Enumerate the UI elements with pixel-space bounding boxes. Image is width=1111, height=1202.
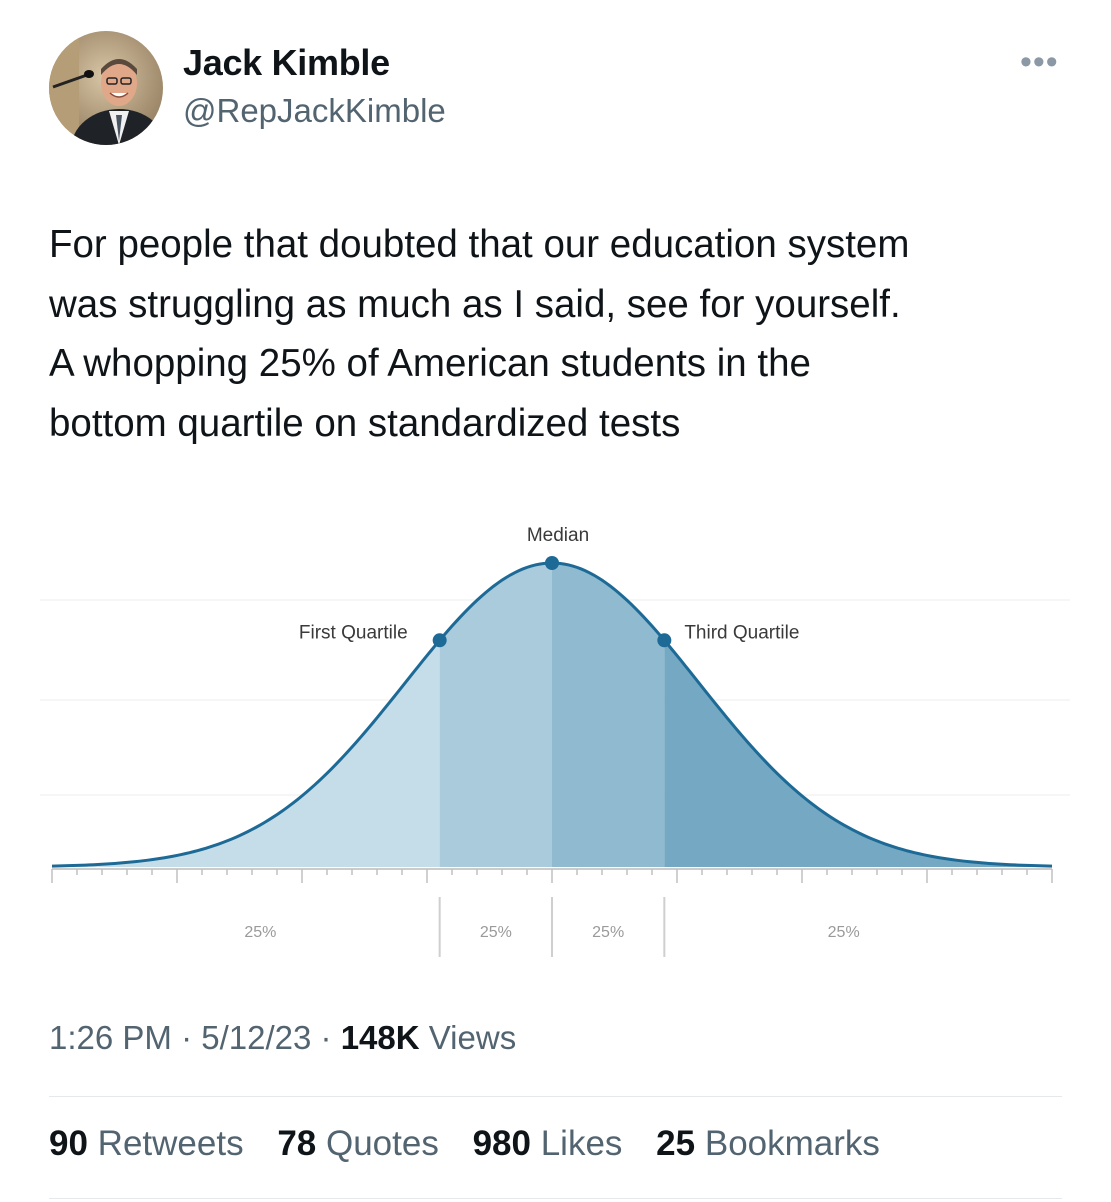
tweet-meta: 1:26 PM · 5/12/23 · 148K Views [49,1019,516,1057]
likes-label: Likes [540,1124,623,1163]
chart-segment [552,563,665,867]
bell-curve-chart[interactable]: First Quartile Median Third Quartile 25% 25%… [40,505,1070,975]
tweet-date[interactable]: 5/12/23 [201,1019,312,1056]
quotes-label: Quotes [325,1124,439,1163]
author-handle[interactable]: @RepJackKimble [183,92,446,129]
chart-segment [664,640,1052,867]
divider [49,1096,1062,1097]
more-options-icon[interactable]: ••• [1020,43,1059,81]
quartile-label: First Quartile [299,622,408,643]
quotes-stat[interactable]: 78 Quotes [277,1124,439,1163]
views-count[interactable]: 148K [340,1019,420,1056]
tweet-stats: 90 Retweets 78 Quotes 980 Likes 25 Bookm… [49,1124,904,1164]
bookmarks-count: 25 [656,1124,696,1163]
retweets-stat[interactable]: 90 Retweets [49,1124,244,1163]
retweets-count: 90 [49,1124,88,1163]
meta-separator: · [320,1019,332,1056]
retweets-label: Retweets [97,1124,244,1163]
meta-separator: · [181,1019,193,1056]
chart-segment [439,563,552,867]
quartile-point [432,633,447,648]
quartile-point [545,556,559,570]
quartile-label: Third Quartile [684,622,799,643]
tweet-text-line: A whopping 25% of American students in t… [49,342,811,385]
bookmarks-label: Bookmarks [704,1124,880,1163]
quartile-label: Median [527,525,589,546]
segment-percent-label: 25% [244,924,276,941]
author-avatar[interactable] [49,31,163,145]
tweet-text: For people that doubted that our educati… [49,215,1079,453]
avatar-photo [49,31,163,145]
divider [49,1198,1062,1199]
quotes-count: 78 [277,1124,317,1163]
author-name[interactable]: Jack Kimble [183,42,390,83]
views-label: Views [428,1019,517,1056]
tweet-text-line: bottom quartile on standardized tests [49,401,681,445]
bookmarks-stat[interactable]: 25 Bookmarks [656,1124,880,1163]
segment-percent-label: 25% [480,924,512,941]
segment-percent-label: 25% [592,924,624,941]
chart-segment [52,640,440,867]
likes-count: 980 [472,1124,531,1163]
tweet-text-line: was struggling as much as I said, see fo… [49,282,901,326]
likes-stat[interactable]: 980 Likes [473,1124,623,1163]
quartile-point [657,633,672,648]
tweet-text-line: For people that doubted that our educati… [49,223,910,266]
tweet-time[interactable]: 1:26 PM [49,1019,172,1056]
segment-percent-label: 25% [828,924,860,941]
